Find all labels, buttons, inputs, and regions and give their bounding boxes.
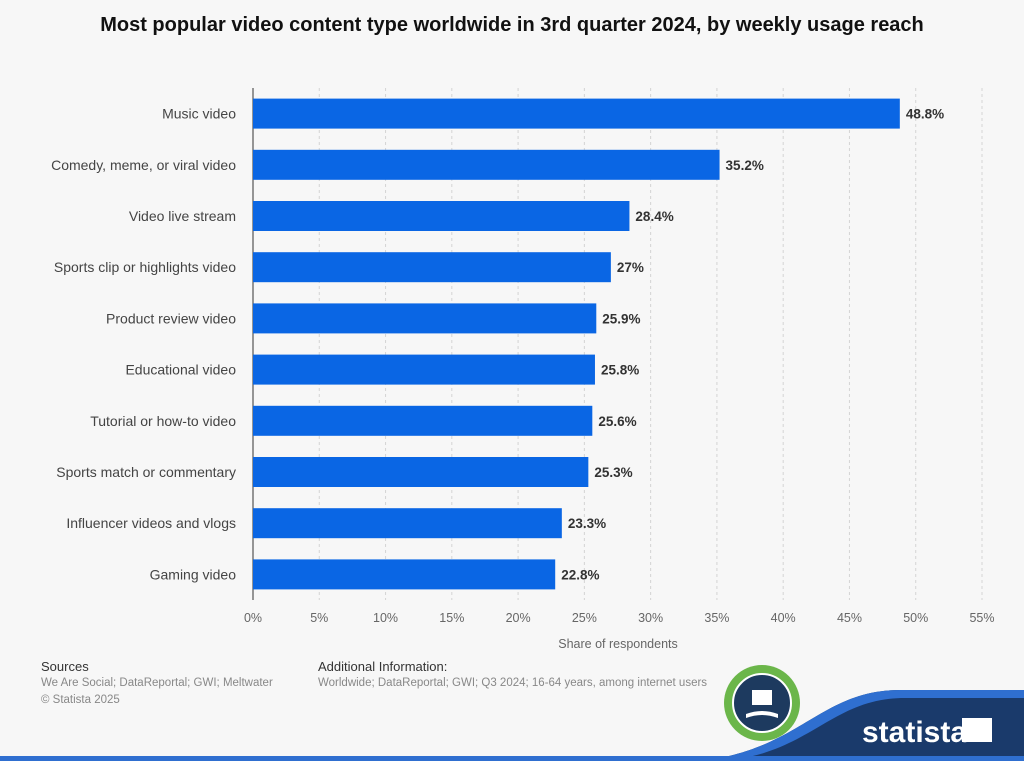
bar <box>253 201 630 231</box>
data-label: 35.2% <box>726 158 764 173</box>
bar <box>253 354 595 385</box>
bar <box>253 149 720 180</box>
x-tick-label: 55% <box>969 611 994 625</box>
category-label: Influencer videos and vlogs <box>66 515 236 531</box>
statista-logo: statista <box>862 716 967 749</box>
additional-heading: Additional Information: <box>318 659 448 674</box>
data-label: 23.3% <box>568 516 606 531</box>
additional-text: Worldwide; DataReportal; GWI; Q3 2024; 1… <box>318 677 708 689</box>
x-tick-label: 20% <box>506 611 531 625</box>
data-label: 25.6% <box>598 414 636 429</box>
copyright: © Statista 2025 <box>41 694 120 706</box>
x-tick-label: 35% <box>704 611 729 625</box>
category-label: Educational video <box>125 362 236 378</box>
category-label: Product review video <box>106 310 236 326</box>
category-label: Sports match or commentary <box>56 464 236 480</box>
data-label: 25.3% <box>594 465 632 480</box>
x-tick-label: 0% <box>244 611 262 625</box>
bar <box>253 303 597 334</box>
category-label: Video live stream <box>129 208 236 224</box>
category-label: Tutorial or how-to video <box>90 413 236 429</box>
sources-heading: Sources <box>41 659 89 674</box>
bar <box>253 405 593 436</box>
category-label: Sports clip or highlights video <box>54 259 236 275</box>
category-label: Comedy, meme, or viral video <box>51 157 236 173</box>
x-tick-label: 50% <box>903 611 928 625</box>
x-tick-label: 15% <box>439 611 464 625</box>
bar <box>253 457 589 487</box>
data-label: 48.8% <box>906 107 944 122</box>
x-tick-label: 40% <box>771 611 796 625</box>
sources-text: We Are Social; DataReportal; GWI; Meltwa… <box>41 677 273 689</box>
statista-logo-icon <box>962 718 992 742</box>
data-label: 22.8% <box>561 567 599 582</box>
additional-info-block: Additional Information: Worldwide; DataR… <box>318 658 718 692</box>
award-badge-icon <box>724 665 800 741</box>
data-label: 25.8% <box>601 363 639 378</box>
sources-block: Sources We Are Social; DataReportal; GWI… <box>41 658 301 709</box>
category-label: Music video <box>162 106 236 122</box>
x-tick-label: 25% <box>572 611 597 625</box>
x-tick-label: 45% <box>837 611 862 625</box>
bar <box>253 559 556 590</box>
chart-title: Most popular video content type worldwid… <box>100 14 924 36</box>
x-axis-title: Share of respondents <box>558 637 678 651</box>
bar <box>253 252 611 283</box>
bar <box>253 98 900 129</box>
footer-graphics: statista <box>0 665 1024 761</box>
data-label: 25.9% <box>602 311 640 326</box>
x-tick-label: 5% <box>310 611 328 625</box>
x-tick-label: 10% <box>373 611 398 625</box>
bar <box>253 508 562 539</box>
data-label: 27% <box>617 260 644 275</box>
x-tick-label: 30% <box>638 611 663 625</box>
data-label: 28.4% <box>635 209 673 224</box>
category-label: Gaming video <box>150 566 237 582</box>
